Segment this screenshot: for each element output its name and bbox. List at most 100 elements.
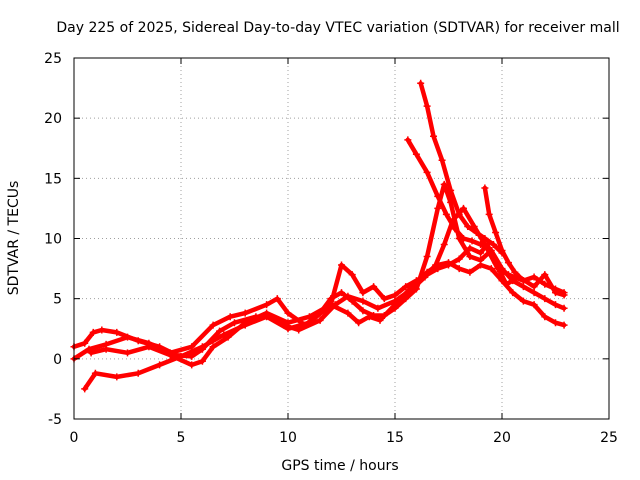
data-point	[481, 184, 489, 192]
data-point	[284, 309, 292, 317]
x-tick-label: 5	[177, 430, 186, 446]
chart-title: Day 225 of 2025, Sidereal Day-to-day VTE…	[56, 20, 619, 36]
data-point	[472, 228, 480, 236]
y-axis-label: SDTVAR / TECUs	[6, 181, 22, 296]
data-point	[391, 301, 399, 309]
data-point	[344, 309, 352, 317]
data-point	[145, 343, 153, 351]
data-point	[423, 168, 431, 176]
data-point	[370, 283, 378, 291]
data-point	[468, 237, 476, 245]
data-point	[402, 283, 410, 291]
data-point	[220, 331, 228, 339]
y-tick-label: 5	[53, 292, 62, 308]
data-point	[209, 321, 217, 329]
data-point	[477, 241, 485, 249]
data-point	[359, 297, 367, 305]
data-point	[327, 301, 335, 309]
data-point	[241, 309, 249, 317]
data-point	[231, 319, 238, 327]
data-point	[91, 369, 99, 377]
data-point	[209, 343, 217, 351]
data-point	[412, 150, 420, 158]
data-point	[338, 261, 345, 269]
data-point	[530, 301, 538, 309]
data-point	[519, 283, 527, 291]
x-tick-label: 0	[70, 430, 79, 446]
data-point	[466, 268, 474, 276]
data-point	[412, 285, 420, 293]
data-point	[466, 244, 474, 252]
y-tick-label: 25	[44, 51, 62, 67]
data-point	[530, 273, 538, 281]
data-point	[430, 132, 438, 140]
data-point	[81, 385, 89, 393]
data-point	[359, 307, 367, 315]
data-point	[489, 241, 497, 249]
data-point	[455, 255, 463, 263]
data-point	[552, 289, 559, 297]
data-point	[380, 295, 388, 303]
data-point	[519, 297, 527, 305]
data-point	[434, 192, 442, 200]
x-tick-label: 10	[279, 430, 297, 446]
data-point	[511, 268, 519, 276]
series-line	[82, 260, 567, 392]
data-point	[113, 328, 121, 336]
data-point	[404, 136, 412, 144]
data-point	[359, 289, 367, 297]
data-point	[156, 361, 164, 369]
data-point	[459, 204, 467, 212]
data-point	[224, 333, 232, 341]
series-track-4	[87, 241, 568, 369]
data-point	[442, 210, 450, 218]
data-point	[376, 316, 384, 324]
x-tick-label: 25	[600, 430, 618, 446]
series-track-7	[481, 184, 527, 285]
data-point	[263, 309, 271, 317]
data-point	[552, 319, 559, 327]
data-point	[89, 328, 97, 336]
tick-marks	[73, 57, 610, 420]
data-point	[284, 319, 292, 327]
data-point	[348, 297, 356, 305]
data-point	[124, 333, 131, 341]
series-line	[405, 137, 492, 251]
data-point	[451, 225, 459, 233]
data-point	[188, 361, 196, 369]
data-point	[541, 295, 549, 303]
data-point	[365, 313, 373, 321]
data-point	[198, 357, 206, 365]
data-point	[440, 241, 448, 249]
data-point	[560, 291, 568, 299]
data-point	[124, 349, 131, 357]
data-point	[459, 235, 467, 242]
data-point	[434, 265, 442, 273]
series-layer	[70, 79, 568, 393]
data-point	[492, 259, 500, 267]
data-point	[198, 343, 206, 351]
data-point	[102, 345, 110, 353]
y-tick-label: 15	[44, 171, 62, 187]
data-point	[504, 259, 512, 267]
data-point	[423, 102, 431, 110]
data-point	[216, 327, 224, 335]
data-point	[455, 265, 463, 273]
data-point	[423, 271, 431, 279]
series-line	[71, 206, 567, 359]
x-tick-label: 15	[386, 430, 404, 446]
data-point	[98, 326, 106, 334]
series-track-5	[404, 136, 493, 252]
data-point	[519, 277, 527, 285]
data-point	[440, 180, 448, 188]
data-point	[466, 253, 474, 261]
y-tick-label: 0	[53, 352, 62, 368]
series-track-3	[81, 259, 568, 393]
y-tick-label: 20	[44, 111, 62, 127]
data-point	[226, 313, 234, 321]
data-point	[85, 345, 93, 353]
data-point	[241, 319, 249, 327]
data-point	[166, 351, 174, 359]
data-point	[485, 210, 493, 218]
